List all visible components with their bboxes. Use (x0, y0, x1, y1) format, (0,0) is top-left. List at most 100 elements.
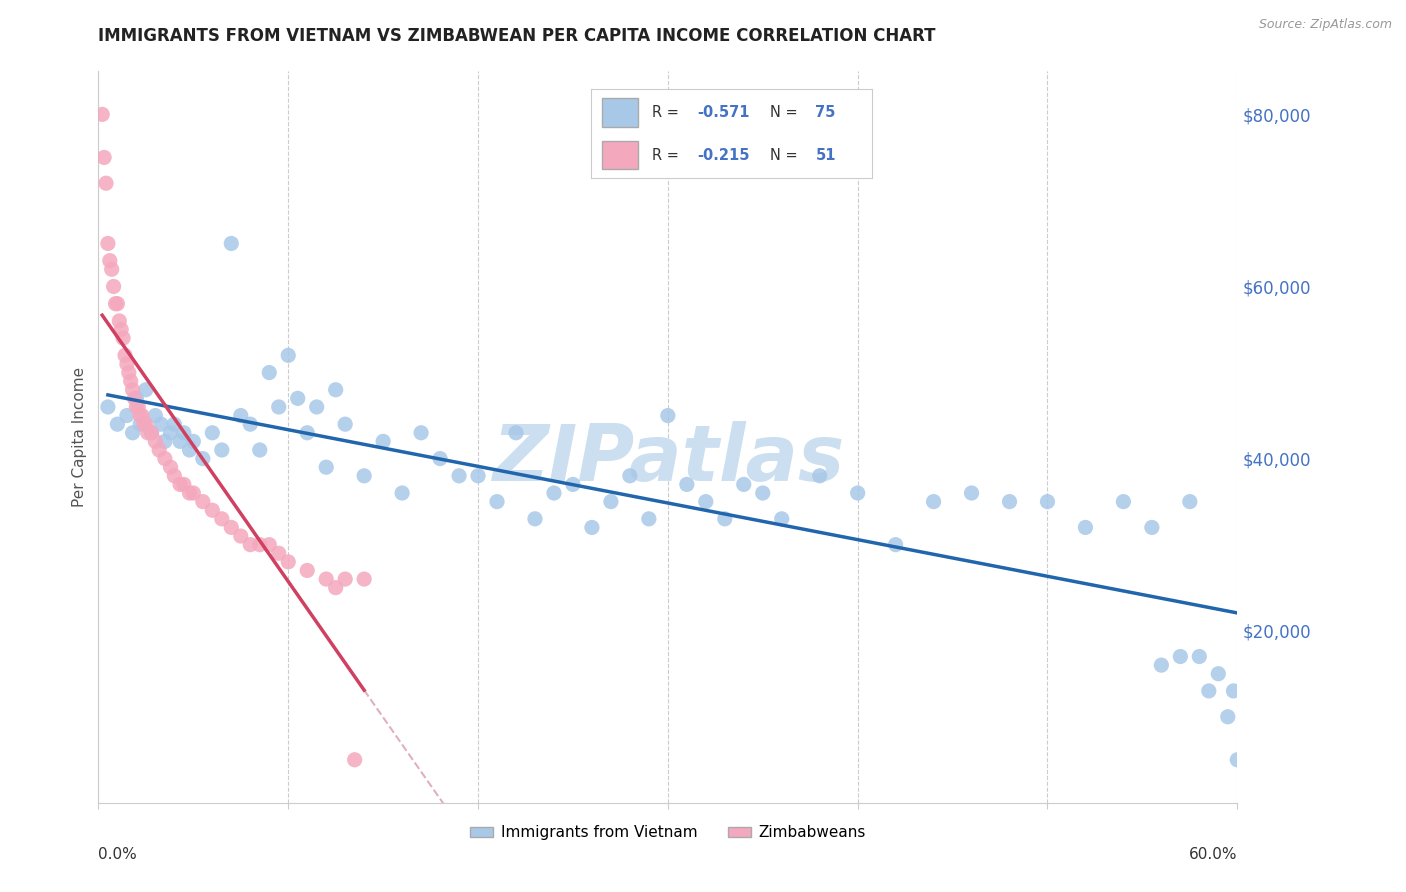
Point (179, 442, 201, 457)
Text: 0.0%: 0.0% (98, 847, 138, 862)
Point (277, 348, 299, 362)
Point (173, 477, 195, 491)
Point (229, 409, 252, 423)
Point (449, 468, 471, 483)
Point (998, 494, 1021, 508)
Point (183, 434, 205, 449)
Point (221, 236, 243, 251)
Point (505, 425, 527, 440)
Point (1170, 649, 1192, 664)
Point (114, 348, 136, 362)
Point (159, 460, 181, 475)
Point (173, 425, 195, 440)
Point (98, 253, 121, 268)
Point (191, 494, 214, 508)
Point (1112, 494, 1135, 508)
Point (1208, 666, 1230, 681)
Point (391, 486, 413, 500)
Point (808, 468, 831, 483)
Point (201, 425, 224, 440)
Point (524, 512, 547, 526)
Point (145, 409, 167, 423)
Bar (602, 98, 638, 127)
Text: -0.571: -0.571 (697, 105, 749, 120)
Point (960, 486, 983, 500)
Point (148, 442, 170, 457)
Point (353, 468, 375, 483)
Point (132, 417, 155, 432)
Point (141, 425, 163, 440)
Point (249, 442, 271, 457)
Point (201, 503, 224, 517)
Point (325, 383, 347, 397)
Text: ZIPatlas: ZIPatlas (492, 421, 844, 497)
Text: R =: R = (652, 148, 683, 162)
Point (467, 468, 489, 483)
Point (562, 477, 585, 491)
Point (249, 538, 271, 552)
Point (411, 425, 433, 440)
Point (239, 417, 262, 432)
Point (211, 512, 233, 526)
Text: N =: N = (770, 105, 803, 120)
Point (1150, 658, 1173, 673)
Text: -0.215: -0.215 (697, 148, 749, 162)
Point (118, 366, 141, 380)
Point (153, 451, 176, 466)
Point (695, 494, 717, 508)
Point (125, 400, 148, 414)
Point (150, 417, 173, 432)
Point (619, 468, 641, 483)
Point (127, 400, 149, 414)
Point (179, 486, 201, 500)
Point (108, 314, 131, 328)
Point (884, 538, 907, 552)
Point (103, 279, 125, 293)
Point (600, 494, 623, 508)
Point (267, 400, 290, 414)
Point (714, 512, 737, 526)
Point (315, 572, 337, 586)
Point (129, 417, 152, 432)
Point (107, 296, 129, 310)
Point (1178, 494, 1201, 508)
Point (110, 322, 132, 336)
Point (581, 520, 603, 534)
Point (107, 417, 129, 432)
Point (676, 477, 699, 491)
Point (259, 538, 281, 552)
Point (211, 442, 233, 457)
Point (305, 400, 328, 414)
Point (115, 409, 138, 423)
Point (124, 392, 146, 406)
Point (325, 581, 347, 595)
Point (239, 538, 262, 552)
Point (91, 107, 114, 121)
Text: 75: 75 (815, 105, 835, 120)
Text: 60.0%: 60.0% (1189, 847, 1237, 862)
Point (145, 434, 167, 449)
Point (752, 486, 775, 500)
Point (115, 357, 138, 371)
Text: Source: ZipAtlas.com: Source: ZipAtlas.com (1258, 18, 1392, 31)
Point (141, 425, 163, 440)
Point (129, 409, 152, 423)
Text: IMMIGRANTS FROM VIETNAM VS ZIMBABWEAN PER CAPITA INCOME CORRELATION CHART: IMMIGRANTS FROM VIETNAM VS ZIMBABWEAN PE… (98, 27, 936, 45)
Point (259, 366, 281, 380)
Bar (602, 141, 638, 169)
Point (1140, 520, 1163, 534)
Point (136, 425, 159, 440)
Point (335, 417, 357, 432)
Y-axis label: Per Capita Income: Per Capita Income (72, 367, 87, 508)
Point (1074, 520, 1097, 534)
Point (657, 409, 679, 423)
Point (97, 236, 120, 251)
Point (121, 383, 143, 397)
Point (733, 477, 755, 491)
Text: N =: N = (770, 148, 803, 162)
Text: 51: 51 (815, 148, 837, 162)
Point (221, 520, 243, 534)
Point (94, 176, 117, 190)
Point (104, 296, 127, 310)
Point (1226, 753, 1249, 767)
